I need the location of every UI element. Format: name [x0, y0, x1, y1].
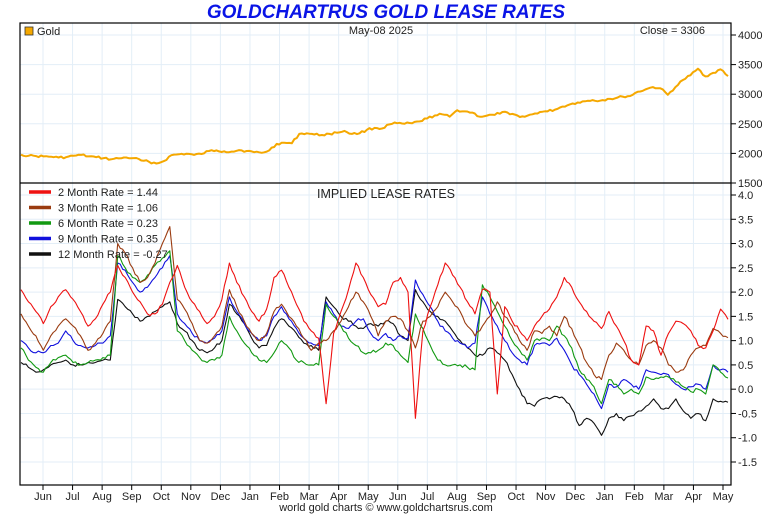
- y-tick-label: 2500: [738, 119, 762, 131]
- x-tick-label: Sep: [477, 491, 497, 503]
- x-tick-label: Mar: [300, 491, 319, 503]
- date-label: May-08 2025: [349, 25, 413, 37]
- close-label: Close = 3306: [640, 25, 705, 37]
- gold-legend-swatch: [24, 26, 34, 36]
- x-tick-label: Jul: [420, 491, 434, 503]
- gold-legend-label: Gold: [37, 26, 60, 38]
- x-tick-label: Jan: [596, 491, 614, 503]
- y-tick-label: 2.5: [738, 263, 753, 275]
- lease-legend: 2 Month Rate = 1.44 3 Month Rate = 1.06 6 …: [29, 187, 168, 261]
- chart-frame: [19, 22, 732, 486]
- legend-label: 6 Month Rate = 0.23: [58, 218, 158, 230]
- grid: [20, 23, 731, 485]
- y-tick-label: 1.5: [738, 311, 753, 323]
- x-tick-label: Jul: [66, 491, 80, 503]
- y-tick-label: 1500: [738, 178, 762, 190]
- y-tick-label: 3.0: [738, 239, 753, 251]
- legend-label: 3 Month Rate = 1.06: [58, 203, 158, 215]
- x-tick-label: May: [713, 491, 734, 503]
- x-tick-label: Feb: [270, 491, 289, 503]
- chart-title: GOLDCHARTRUS GOLD LEASE RATES: [206, 2, 566, 23]
- y-tick-label: -1.0: [738, 433, 757, 445]
- x-tick-label: Mar: [654, 491, 673, 503]
- y-tick-label: 3000: [738, 89, 762, 101]
- gold-y-axis: 4000 3500 3000 2500 2000 1500: [731, 30, 762, 190]
- footer-credit: world gold charts © www.goldchartsrus.co…: [279, 502, 493, 514]
- legend-label: 12 Month Rate = -0.27: [58, 249, 168, 261]
- x-tick-label: Apr: [685, 491, 702, 503]
- x-tick-label: Oct: [153, 491, 170, 503]
- y-tick-label: 4000: [738, 30, 762, 42]
- lease-panel-title: IMPLIED LEASE RATES: [317, 187, 455, 201]
- x-tick-label: Feb: [625, 491, 644, 503]
- y-tick-label: 2000: [738, 148, 762, 160]
- x-tick-label: Sep: [122, 491, 142, 503]
- y-tick-label: 3500: [738, 60, 762, 72]
- x-tick-label: Dec: [211, 491, 231, 503]
- x-tick-label: May: [358, 491, 379, 503]
- legend-label: 9 Month Rate = 0.35: [58, 234, 158, 246]
- y-tick-label: -0.5: [738, 408, 757, 420]
- x-axis: Jun Jul Aug Sep Oct Nov Dec Jan Feb Mar Apr May Jun J…: [34, 485, 734, 503]
- lease-line-2-month-rate: [20, 262, 729, 419]
- x-tick-label: Nov: [536, 491, 556, 503]
- x-tick-label: Apr: [330, 491, 347, 503]
- gold-price-line: [20, 67, 729, 165]
- y-tick-label: 2.0: [738, 287, 753, 299]
- x-tick-label: Jun: [389, 491, 407, 503]
- x-tick-label: Aug: [92, 491, 112, 503]
- y-tick-label: 0.5: [738, 360, 753, 372]
- x-tick-label: Nov: [181, 491, 201, 503]
- lease-y-axis: 4.0 3.5 3.0 2.5 2.0 1.5 1.0 0.5 0.0 -0.5 -1.0 -1.5: [731, 190, 757, 469]
- x-tick-label: Jan: [241, 491, 259, 503]
- legend-label: 2 Month Rate = 1.44: [58, 187, 158, 199]
- x-tick-label: Jun: [34, 491, 52, 503]
- lease-line-3-month-rate: [20, 226, 729, 381]
- x-tick-label: Oct: [507, 491, 524, 503]
- y-tick-label: 0.0: [738, 384, 753, 396]
- y-tick-label: 1.0: [738, 336, 753, 348]
- x-tick-label: Aug: [447, 491, 467, 503]
- y-tick-label: -1.5: [738, 457, 757, 469]
- x-tick-label: Dec: [565, 491, 585, 503]
- gold-series-group: [20, 67, 729, 165]
- y-tick-label: 3.5: [738, 214, 753, 226]
- lease-line-9-month-rate: [20, 255, 729, 410]
- lease-line-6-month-rate: [20, 250, 729, 405]
- y-tick-label: 4.0: [738, 190, 753, 202]
- lease-series-group: [20, 226, 729, 436]
